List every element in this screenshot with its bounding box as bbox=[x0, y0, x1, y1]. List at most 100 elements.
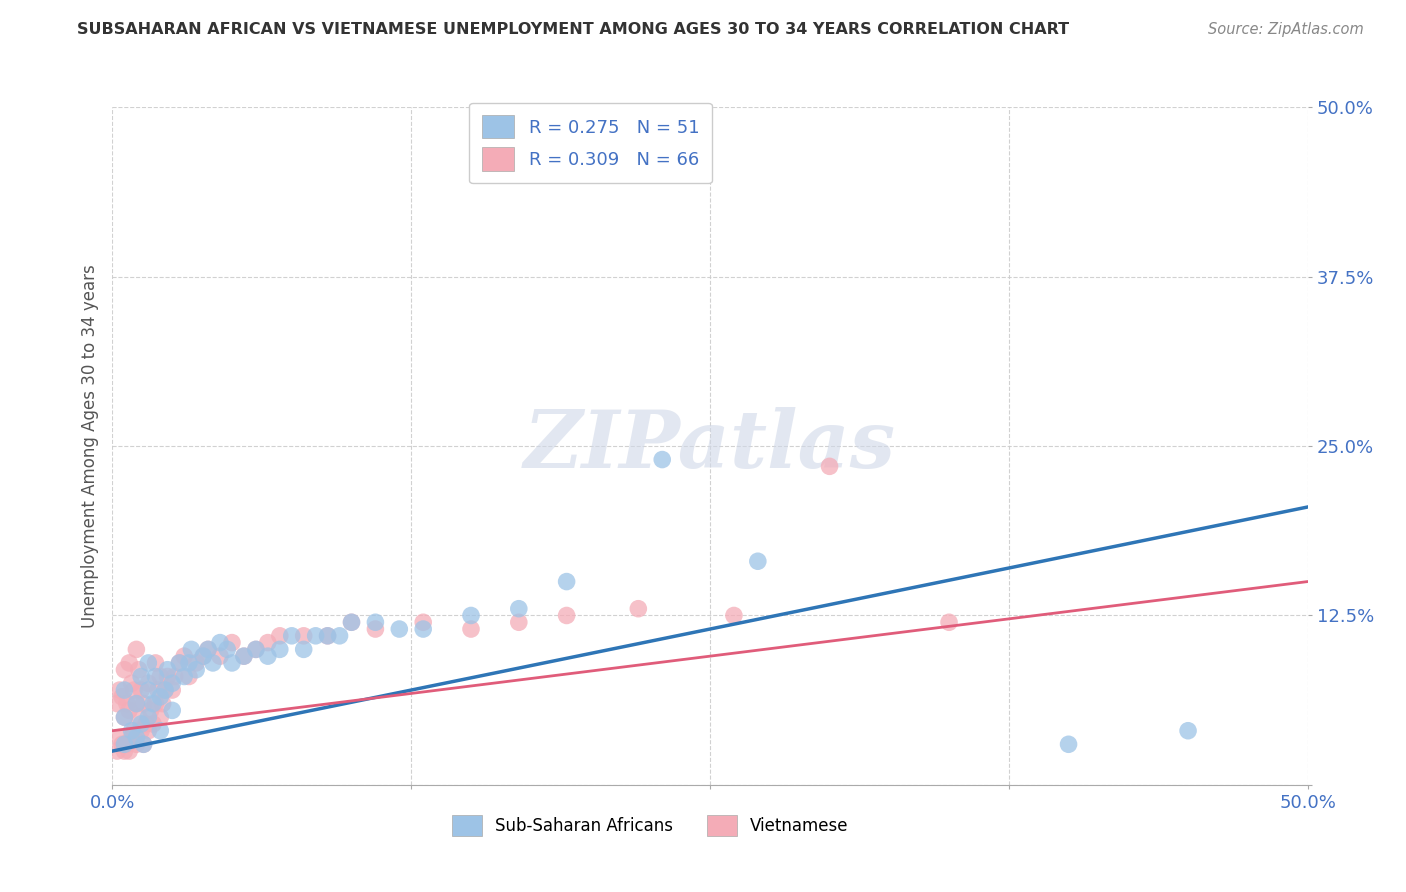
Point bbox=[122, 683, 145, 698]
Y-axis label: Unemployment Among Ages 30 to 34 years: Unemployment Among Ages 30 to 34 years bbox=[80, 264, 98, 628]
Point bbox=[169, 656, 191, 670]
Point bbox=[209, 635, 232, 649]
Point bbox=[125, 642, 148, 657]
Point bbox=[388, 622, 411, 636]
Point bbox=[114, 744, 135, 758]
Point bbox=[111, 737, 134, 751]
Point bbox=[747, 554, 769, 568]
Point bbox=[412, 622, 434, 636]
Point bbox=[364, 615, 387, 630]
Point bbox=[162, 683, 183, 698]
Point bbox=[156, 663, 179, 677]
Point bbox=[508, 601, 530, 615]
Point bbox=[245, 642, 267, 657]
Point bbox=[169, 656, 191, 670]
Point bbox=[145, 669, 167, 683]
Point bbox=[138, 676, 160, 690]
Point bbox=[508, 615, 530, 630]
Point bbox=[139, 703, 162, 717]
Point bbox=[340, 615, 363, 630]
Point bbox=[460, 622, 482, 636]
Point bbox=[412, 615, 434, 630]
Point bbox=[316, 629, 339, 643]
Point bbox=[269, 629, 291, 643]
Point bbox=[118, 744, 141, 758]
Point bbox=[201, 656, 224, 670]
Point bbox=[173, 669, 195, 683]
Point bbox=[329, 629, 352, 643]
Point bbox=[129, 669, 152, 683]
Point bbox=[128, 710, 150, 724]
Text: SUBSAHARAN AFRICAN VS VIETNAMESE UNEMPLOYMENT AMONG AGES 30 TO 34 YEARS CORRELAT: SUBSAHARAN AFRICAN VS VIETNAMESE UNEMPLO… bbox=[77, 22, 1070, 37]
Point bbox=[193, 649, 215, 664]
Point bbox=[114, 737, 135, 751]
Point bbox=[1057, 737, 1080, 751]
Point bbox=[281, 629, 304, 643]
Point bbox=[245, 642, 267, 657]
Point bbox=[217, 642, 239, 657]
Point bbox=[152, 697, 174, 711]
Point bbox=[129, 683, 152, 698]
Point bbox=[257, 649, 280, 664]
Point bbox=[108, 683, 131, 698]
Point bbox=[125, 697, 148, 711]
Point bbox=[105, 744, 128, 758]
Point bbox=[129, 723, 152, 738]
Point bbox=[186, 663, 208, 677]
Point bbox=[146, 683, 169, 698]
Point bbox=[138, 683, 160, 698]
Point bbox=[138, 656, 160, 670]
Point bbox=[1177, 723, 1199, 738]
Point bbox=[114, 663, 135, 677]
Point bbox=[111, 690, 134, 704]
Point bbox=[209, 649, 232, 664]
Point bbox=[723, 608, 745, 623]
Point bbox=[145, 656, 167, 670]
Text: Source: ZipAtlas.com: Source: ZipAtlas.com bbox=[1208, 22, 1364, 37]
Point bbox=[156, 669, 179, 683]
Point bbox=[163, 669, 186, 683]
Point bbox=[142, 717, 165, 731]
Point bbox=[145, 697, 167, 711]
Point bbox=[555, 574, 578, 589]
Point bbox=[114, 683, 135, 698]
Point bbox=[340, 615, 363, 630]
Point bbox=[132, 737, 155, 751]
Point bbox=[149, 723, 172, 738]
Point bbox=[114, 710, 135, 724]
Point bbox=[138, 710, 160, 724]
Point bbox=[153, 683, 176, 698]
Point bbox=[162, 703, 183, 717]
Point bbox=[233, 649, 256, 664]
Point bbox=[162, 676, 183, 690]
Point bbox=[142, 697, 165, 711]
Point bbox=[115, 697, 138, 711]
Point bbox=[115, 737, 138, 751]
Point bbox=[186, 656, 208, 670]
Point bbox=[125, 737, 148, 751]
Point bbox=[153, 683, 176, 698]
Point bbox=[118, 656, 141, 670]
Point bbox=[132, 697, 155, 711]
Point bbox=[627, 601, 650, 615]
Point bbox=[132, 737, 155, 751]
Point bbox=[114, 710, 135, 724]
Point bbox=[257, 635, 280, 649]
Text: ZIPatlas: ZIPatlas bbox=[524, 408, 896, 484]
Point bbox=[221, 656, 243, 670]
Point bbox=[138, 723, 160, 738]
Point bbox=[364, 622, 387, 636]
Point bbox=[292, 629, 315, 643]
Point bbox=[128, 663, 150, 677]
Point bbox=[108, 731, 131, 745]
Point bbox=[651, 452, 673, 467]
Point bbox=[173, 649, 195, 664]
Point bbox=[122, 723, 145, 738]
Point bbox=[269, 642, 291, 657]
Point bbox=[149, 710, 172, 724]
Point bbox=[197, 642, 219, 657]
Point bbox=[135, 717, 157, 731]
Point bbox=[125, 697, 148, 711]
Point bbox=[121, 731, 143, 745]
Point bbox=[316, 629, 339, 643]
